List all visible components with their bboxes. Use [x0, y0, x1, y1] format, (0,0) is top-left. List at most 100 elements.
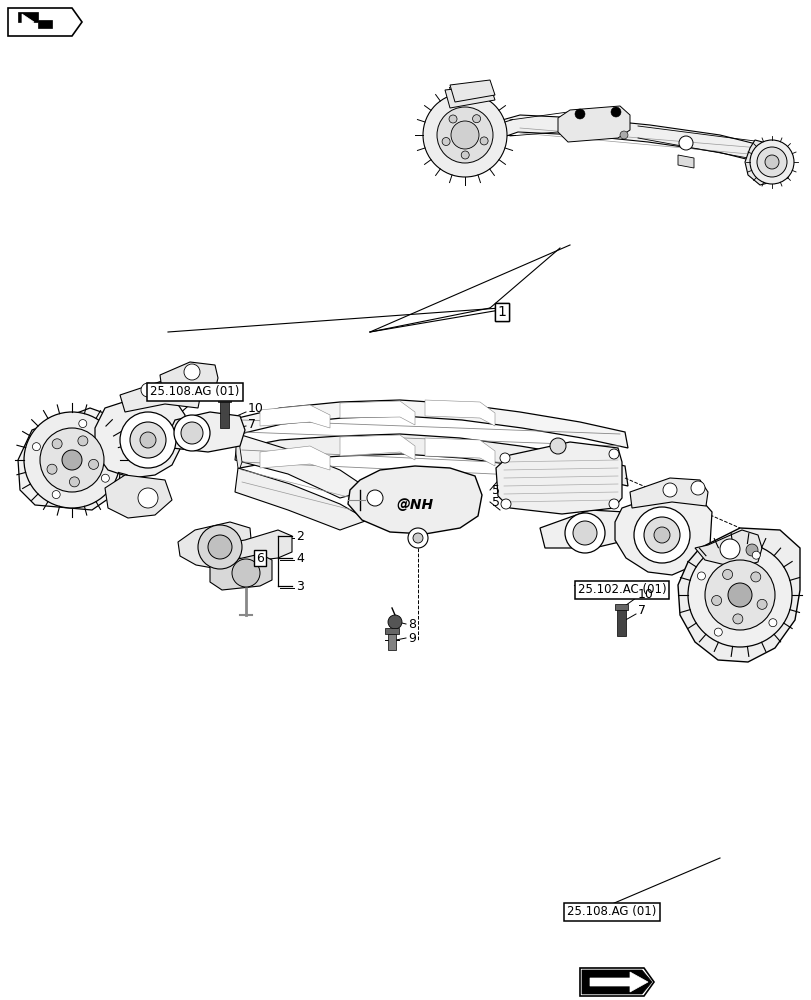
- Circle shape: [198, 525, 242, 569]
- Polygon shape: [694, 530, 761, 568]
- Polygon shape: [234, 434, 370, 498]
- Circle shape: [388, 615, 401, 629]
- Circle shape: [461, 151, 469, 159]
- Polygon shape: [210, 554, 272, 590]
- Circle shape: [40, 428, 104, 492]
- Circle shape: [472, 115, 480, 123]
- Circle shape: [62, 450, 82, 470]
- Polygon shape: [557, 106, 629, 142]
- Circle shape: [423, 93, 506, 177]
- Circle shape: [120, 412, 176, 468]
- Polygon shape: [581, 970, 651, 994]
- Polygon shape: [234, 468, 367, 530]
- Circle shape: [367, 490, 383, 506]
- Circle shape: [500, 453, 509, 463]
- Circle shape: [749, 140, 793, 184]
- Circle shape: [175, 386, 189, 400]
- Circle shape: [24, 412, 120, 508]
- Bar: [384, 628, 398, 634]
- Circle shape: [32, 443, 41, 451]
- Circle shape: [101, 474, 109, 482]
- Polygon shape: [22, 14, 34, 30]
- Text: 25.108.AG (01): 25.108.AG (01): [150, 385, 239, 398]
- Circle shape: [687, 543, 791, 647]
- Text: 25.102.AC (01): 25.102.AC (01): [577, 584, 666, 596]
- Polygon shape: [233, 530, 292, 562]
- Circle shape: [745, 544, 757, 556]
- Circle shape: [436, 107, 492, 163]
- Circle shape: [141, 383, 155, 397]
- Circle shape: [88, 459, 98, 469]
- Circle shape: [764, 155, 778, 169]
- Circle shape: [500, 499, 510, 509]
- Polygon shape: [449, 80, 495, 102]
- Circle shape: [78, 436, 88, 446]
- Circle shape: [719, 539, 739, 559]
- Circle shape: [574, 109, 584, 119]
- Polygon shape: [629, 478, 707, 508]
- Polygon shape: [236, 434, 242, 468]
- Circle shape: [232, 559, 260, 587]
- Text: 7: 7: [247, 418, 255, 430]
- Text: 4: 4: [296, 552, 303, 564]
- Circle shape: [690, 481, 704, 495]
- Text: 5: 5: [491, 495, 500, 508]
- Circle shape: [714, 628, 722, 636]
- Polygon shape: [178, 522, 251, 570]
- Polygon shape: [340, 435, 414, 460]
- Circle shape: [663, 483, 676, 497]
- Circle shape: [479, 137, 487, 145]
- Circle shape: [450, 121, 478, 149]
- Polygon shape: [8, 8, 82, 36]
- Polygon shape: [614, 492, 711, 575]
- Polygon shape: [677, 528, 799, 662]
- Circle shape: [704, 560, 774, 630]
- Polygon shape: [590, 972, 647, 992]
- Circle shape: [653, 527, 669, 543]
- Bar: [388, 634, 396, 650]
- Polygon shape: [95, 395, 185, 478]
- Circle shape: [564, 513, 604, 553]
- Circle shape: [138, 488, 158, 508]
- Polygon shape: [348, 466, 482, 534]
- Circle shape: [768, 619, 776, 627]
- Circle shape: [184, 364, 200, 380]
- Circle shape: [678, 136, 692, 150]
- Circle shape: [727, 583, 751, 607]
- Text: 6: 6: [255, 552, 264, 564]
- Polygon shape: [160, 362, 217, 390]
- Circle shape: [732, 614, 742, 624]
- Polygon shape: [238, 400, 627, 448]
- Polygon shape: [105, 475, 172, 518]
- Circle shape: [608, 449, 618, 459]
- Circle shape: [181, 422, 203, 444]
- Circle shape: [750, 572, 760, 582]
- Bar: [217, 396, 230, 402]
- Polygon shape: [677, 155, 693, 168]
- Text: 1: 1: [497, 305, 506, 319]
- Circle shape: [413, 533, 423, 543]
- Text: 9: 9: [407, 632, 415, 645]
- Circle shape: [633, 507, 689, 563]
- Polygon shape: [444, 85, 495, 108]
- Polygon shape: [496, 442, 621, 514]
- Circle shape: [722, 569, 732, 579]
- Circle shape: [697, 572, 705, 580]
- Circle shape: [756, 599, 766, 609]
- Polygon shape: [260, 405, 329, 428]
- Circle shape: [139, 432, 156, 448]
- Text: 10: 10: [247, 401, 264, 414]
- Circle shape: [620, 131, 627, 139]
- Text: 8: 8: [407, 617, 415, 631]
- Bar: [616, 608, 625, 636]
- Polygon shape: [340, 401, 414, 425]
- Text: 25.108.AG (01): 25.108.AG (01): [567, 906, 656, 918]
- Circle shape: [52, 439, 62, 449]
- Circle shape: [407, 528, 427, 548]
- Circle shape: [52, 491, 60, 499]
- Bar: [614, 604, 627, 610]
- Polygon shape: [539, 510, 631, 548]
- Text: 2: 2: [296, 530, 303, 542]
- Circle shape: [441, 138, 449, 146]
- Bar: [220, 400, 229, 428]
